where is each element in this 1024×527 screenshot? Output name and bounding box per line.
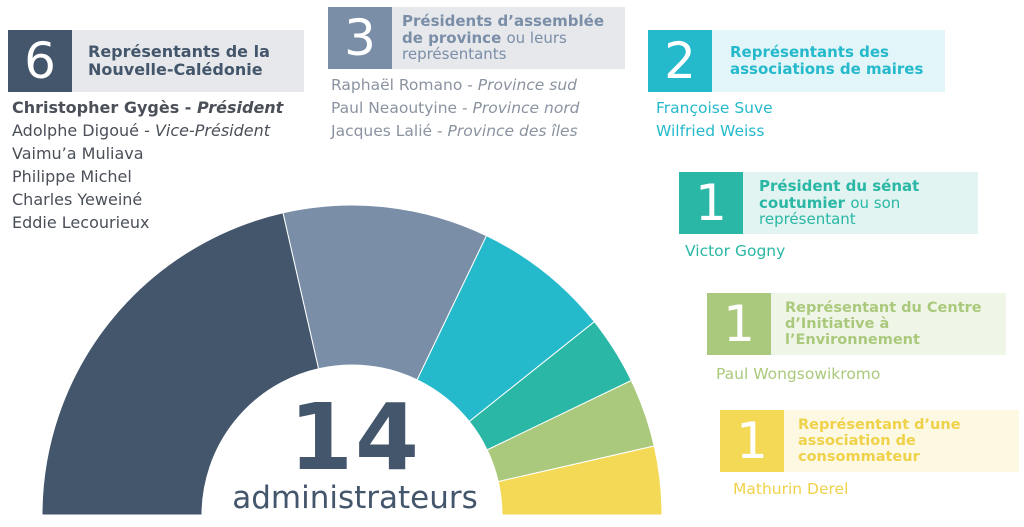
member-name: Christopher Gygès [12, 98, 180, 117]
group-label-light: ou son représentant [759, 193, 901, 229]
member-name: Mathurin Derel [733, 480, 849, 498]
member-list-senate: Victor Gogny [685, 240, 785, 263]
group-label: Représentants de la Nouvelle-Calédonie [72, 30, 304, 92]
member-role: Vice-Président [154, 121, 271, 140]
member-name: Adolphe Digoué [12, 121, 139, 140]
group-label-bold: Présidents d’assemblée de province [402, 11, 604, 47]
group-count-badge: 1 [720, 410, 784, 472]
member-item: Raphaël Romano - Province sud [331, 76, 578, 94]
total-count: 14 [288, 384, 422, 491]
group-label: Représentant du Centre d’Initiative à l’… [771, 293, 1006, 355]
member-item: Charles Yeweiné [12, 188, 283, 211]
group-label: Représentants des associations de maires [712, 30, 945, 92]
member-name: Charles Yeweiné [12, 190, 143, 209]
member-item: Victor Gogny [685, 240, 785, 263]
group-card-mayors: 2 Représentants des associations de mair… [648, 30, 945, 92]
group-label: Représentant d’une association de consom… [784, 410, 1019, 472]
member-name: Paul Neaoutyine [331, 99, 458, 117]
group-card-province: 3 Présidents d’assemblée de province ou … [328, 7, 625, 69]
member-name: Raphaël Romano [331, 76, 463, 94]
group-card-consumers: 1 Représentant d’une association de cons… [720, 410, 1019, 472]
group-card-senate: 1 Président du sénat coutumier ou son re… [679, 172, 978, 234]
member-item: Philippe Michel [12, 165, 283, 188]
group-label-bold: Représentant du Centre d’Initiative à l’… [785, 299, 982, 349]
group-count-badge: 1 [707, 293, 771, 355]
member-item: Paul Neaoutyine - Province nord [331, 99, 580, 117]
member-item: Eddie Lecourieux [12, 211, 283, 234]
group-card-cie: 1 Représentant du Centre d’Initiative à … [707, 293, 1006, 355]
member-name: Vaimu’a Muliava [12, 144, 144, 163]
member-name: Paul Wongsowikromo [716, 365, 881, 383]
group-label-light: ou leurs représentants [402, 28, 567, 64]
slice-nouvelle-caledonie [41, 212, 320, 516]
member-item: Paul Wongsowikromo [716, 363, 880, 386]
group-label-bold: Représentants des associations de maires [730, 43, 924, 78]
member-list-consumers: Mathurin Derel [733, 478, 848, 501]
group-card-nc: 6 Représentants de la Nouvelle-Calédonie [8, 30, 304, 92]
member-item: Jacques Lalié - Province des îles [331, 122, 578, 140]
member-name: Philippe Michel [12, 167, 132, 186]
member-list-mayors: Françoise Suve Wilfried Weiss [656, 97, 773, 143]
total-label: administrateurs [232, 480, 478, 516]
member-item: Christopher Gygès - Président [12, 98, 284, 117]
member-name: Victor Gogny [685, 242, 786, 260]
member-role: Province sud [477, 76, 578, 94]
member-item: Vaimu’a Muliava [12, 142, 283, 165]
member-list-nc: Christopher Gygès - Président Adolphe Di… [12, 96, 283, 234]
member-list-province: Raphaël Romano - Province sud Paul Neaou… [331, 74, 580, 143]
member-name: Jacques Lalié [331, 122, 433, 140]
member-role: Province des îles [447, 122, 578, 140]
member-item: Adolphe Digoué - Vice-Président [12, 121, 271, 140]
member-role: Président [197, 98, 284, 117]
group-label: Présidents d’assemblée de province ou le… [392, 7, 625, 69]
group-count-badge: 3 [328, 7, 392, 69]
member-name: Françoise Suve [656, 99, 773, 117]
group-count-badge: 6 [8, 30, 72, 92]
slice-provinces [282, 204, 488, 381]
member-item: Mathurin Derel [733, 478, 848, 501]
member-item: Françoise Suve [656, 97, 773, 120]
group-label-bold: Représentants de la Nouvelle-Calédonie [88, 42, 270, 79]
group-label: Président du sénat coutumier ou son repr… [743, 172, 978, 234]
member-item: Wilfried Weiss [656, 120, 773, 143]
group-label-bold: Président du sénat coutumier [759, 176, 920, 212]
member-list-cie: Paul Wongsowikromo [716, 363, 880, 386]
slice-consommateurs [497, 445, 663, 516]
group-label-bold: Représentant d’une association de consom… [798, 416, 961, 466]
member-name: Eddie Lecourieux [12, 213, 150, 232]
group-count-badge: 2 [648, 30, 712, 92]
group-count-badge: 1 [679, 172, 743, 234]
member-name: Wilfried Weiss [656, 122, 765, 140]
member-role: Province nord [472, 99, 580, 117]
